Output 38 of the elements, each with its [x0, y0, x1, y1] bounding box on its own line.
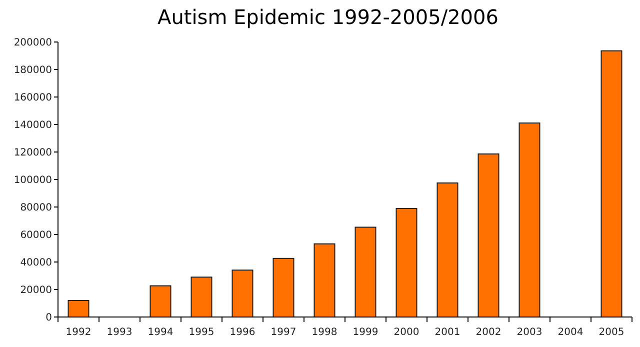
- x-tick-label: 2004: [558, 327, 584, 338]
- y-tick-label: 80000: [20, 202, 52, 214]
- x-tick-label: 2000: [394, 327, 420, 338]
- bar: [150, 285, 172, 318]
- y-tick-label: 120000: [14, 148, 52, 158]
- bar: [436, 182, 458, 318]
- bar: [600, 50, 622, 318]
- x-tick-label: 1999: [352, 327, 378, 338]
- y-tick-label: 60000: [20, 230, 52, 241]
- y-tick-label: 200000: [14, 38, 52, 48]
- x-tick-label: 2001: [434, 327, 460, 338]
- x-tick-label: 1995: [188, 327, 214, 338]
- y-tick-label: 40000: [20, 258, 52, 268]
- x-tick-label: 1993: [106, 327, 132, 338]
- x-tick-label: 2005: [598, 327, 624, 338]
- bar: [232, 270, 254, 318]
- chart-title: Autism Epidemic 1992-2005/2006: [158, 5, 498, 29]
- bar: [518, 122, 540, 318]
- x-tick-label: 1994: [148, 327, 174, 338]
- x-tick-label: 1996: [230, 327, 256, 338]
- x-tick-label: 2003: [516, 327, 542, 338]
- bar: [190, 276, 212, 318]
- x-tick-label: 2002: [476, 327, 502, 338]
- y-tick-label: 20000: [20, 285, 52, 296]
- y-tick-label: 160000: [14, 92, 52, 104]
- y-tick-label: 0: [46, 312, 52, 324]
- bar: [354, 226, 376, 318]
- x-tick-label: 1997: [270, 327, 296, 338]
- bar: [314, 243, 336, 318]
- y-tick-label: 140000: [14, 120, 52, 131]
- bar: [478, 153, 500, 318]
- y-tick-label: 180000: [14, 65, 52, 76]
- x-tick-label: 1998: [312, 327, 338, 338]
- bar: [396, 208, 418, 318]
- bar: [68, 300, 90, 318]
- bar: [272, 258, 294, 318]
- y-tick-label: 100000: [14, 175, 52, 186]
- x-tick-label: 1992: [66, 327, 92, 338]
